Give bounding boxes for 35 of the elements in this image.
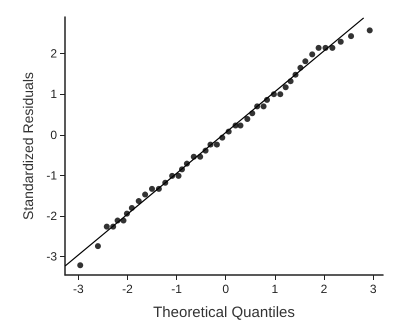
point [237,122,244,128]
point [260,103,267,110]
y-tick-label: -2 [46,209,58,224]
point [136,198,142,204]
x-tick-label: 3 [370,282,377,296]
y-tick-label: 0 [50,128,58,142]
point [302,58,308,64]
y-tick-label: 1 [50,87,58,102]
x-tick-label: 0 [222,282,230,296]
point [329,44,336,51]
point [244,116,250,122]
x-tick-label: -3 [72,282,84,296]
point [94,243,101,250]
point [214,142,220,148]
point [277,91,284,98]
x-tick-label: -1 [171,282,182,296]
point [348,33,354,40]
point [366,27,373,34]
point [282,84,289,90]
point [77,262,84,268]
point [104,224,110,230]
point [338,38,344,45]
y-axis-title: Standardized Residuals [20,72,36,220]
x-axis-title: Theoretical Quantiles [153,304,295,321]
x-tick-label: 2 [320,282,328,296]
point [142,192,148,198]
y-tick-label: 2 [50,46,58,61]
x-tick-label: -2 [122,282,134,296]
point [309,51,316,58]
y-tick-label: -1 [46,168,58,182]
x-tick-label: 1 [272,282,279,296]
point [176,172,182,179]
point [316,44,322,51]
y-tick-label: -3 [46,250,58,264]
point [149,186,155,192]
